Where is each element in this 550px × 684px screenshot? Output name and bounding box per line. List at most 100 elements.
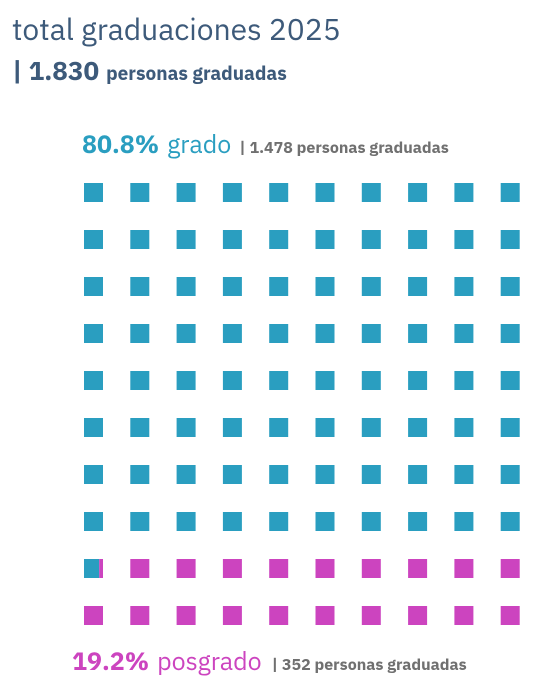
waffle-cell — [408, 465, 428, 484]
waffle-cell — [361, 559, 381, 578]
waffle-cell — [500, 324, 520, 343]
waffle-cell — [176, 418, 196, 437]
waffle-cell — [269, 371, 289, 390]
legend-value: 80.8% — [82, 127, 159, 160]
waffle-cell — [176, 230, 196, 249]
waffle-cell — [176, 559, 196, 578]
waffle-cell — [408, 230, 428, 249]
waffle-cell — [130, 183, 150, 202]
waffle-cell — [84, 559, 100, 578]
waffle-cell — [315, 559, 335, 578]
waffle-cell — [84, 418, 103, 437]
waffle-cell — [500, 465, 520, 484]
waffle-cell — [130, 371, 150, 390]
waffle-cell — [500, 606, 520, 625]
total: 1.830 — [29, 54, 99, 88]
waffle-cell — [361, 230, 381, 249]
waffle-cell — [454, 324, 474, 343]
waffle-cell — [315, 606, 335, 625]
waffle-cell — [99, 559, 103, 578]
waffle-cell — [130, 559, 150, 578]
legend-count: 352 personas graduadas — [282, 655, 467, 675]
waffle-cell — [176, 183, 196, 202]
waffle-cell — [176, 324, 196, 343]
waffle-cell — [269, 512, 289, 531]
waffle-cell — [269, 418, 289, 437]
waffle-cell — [222, 230, 242, 249]
waffle-cell — [454, 418, 474, 437]
waffle-cell — [315, 230, 335, 249]
legend-value: 19.2% — [72, 644, 149, 677]
waffle-cell — [500, 183, 520, 202]
waffle-cell — [361, 512, 381, 531]
waffle-cell — [84, 183, 103, 202]
waffle-cell — [176, 606, 196, 625]
waffle-cell — [176, 465, 196, 484]
waffle-cell — [130, 418, 150, 437]
waffle-cell — [454, 183, 474, 202]
legend-sep: | — [272, 655, 282, 675]
waffle-cell — [269, 277, 289, 296]
chart-title: total graduaciones 2025 — [12, 10, 341, 49]
waffle-cell — [315, 512, 335, 531]
separator: | — [12, 54, 29, 88]
waffle-cell — [84, 230, 103, 249]
waffle-cell — [500, 418, 520, 437]
waffle-cell — [408, 324, 428, 343]
waffle-cell — [222, 418, 242, 437]
waffle-cell — [222, 465, 242, 484]
waffle-cell — [222, 512, 242, 531]
waffle-cell — [130, 277, 150, 296]
waffle-cell — [269, 559, 289, 578]
waffle-cell — [408, 418, 428, 437]
waffle-cell — [269, 324, 289, 343]
waffle-cell — [454, 606, 474, 625]
waffle-cell — [84, 371, 103, 390]
waffle-cell — [84, 277, 103, 296]
waffle-cell — [176, 371, 196, 390]
legend-grado: 80.8% grado | 1.478 personas graduadas — [82, 127, 449, 160]
waffle-cell — [408, 183, 428, 202]
waffle-cell — [361, 371, 381, 390]
waffle-cell — [130, 606, 150, 625]
waffle-cell — [500, 277, 520, 296]
waffle-cell — [454, 465, 474, 484]
waffle-cell — [454, 230, 474, 249]
legend-name: grado — [167, 127, 231, 160]
total-text: personas graduadas — [106, 62, 287, 86]
waffle-cell — [222, 371, 242, 390]
waffle-cell — [361, 465, 381, 484]
waffle-cell — [222, 277, 242, 296]
waffle-cell — [222, 559, 242, 578]
waffle-cell — [454, 559, 474, 578]
waffle-cell — [361, 606, 381, 625]
waffle-cell — [269, 465, 289, 484]
subtitle: | 1.830 personas graduadas — [12, 54, 287, 88]
waffle-cell — [130, 512, 150, 531]
waffle-cell — [408, 559, 428, 578]
waffle-cell — [408, 606, 428, 625]
waffle-cell — [222, 606, 242, 625]
legend-sep: | — [239, 138, 249, 158]
waffle-cell — [315, 418, 335, 437]
waffle-grid — [84, 183, 520, 625]
waffle-cell — [176, 277, 196, 296]
waffle-cell — [500, 559, 520, 578]
waffle-cell — [222, 324, 242, 343]
waffle-cell — [408, 371, 428, 390]
waffle-cell — [500, 371, 520, 390]
waffle-cell — [269, 183, 289, 202]
waffle-cell — [315, 324, 335, 343]
waffle-cell — [408, 512, 428, 531]
waffle-cell — [361, 418, 381, 437]
waffle-cell — [315, 465, 335, 484]
waffle-cell — [454, 371, 474, 390]
waffle-cell — [361, 324, 381, 343]
waffle-cell — [222, 183, 242, 202]
waffle-cell — [408, 277, 428, 296]
waffle-cell — [315, 277, 335, 296]
waffle-cell — [454, 512, 474, 531]
waffle-cell — [84, 324, 103, 343]
legend-count: 1.478 personas graduadas — [249, 138, 448, 158]
waffle-cell — [130, 465, 150, 484]
